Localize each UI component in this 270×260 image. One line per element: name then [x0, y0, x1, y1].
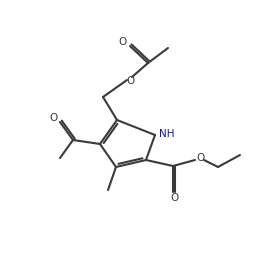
Text: NH: NH — [159, 129, 175, 139]
Text: O: O — [196, 153, 204, 163]
Text: O: O — [118, 37, 126, 47]
Text: O: O — [170, 193, 178, 203]
Text: O: O — [126, 76, 134, 86]
Text: O: O — [49, 113, 57, 123]
